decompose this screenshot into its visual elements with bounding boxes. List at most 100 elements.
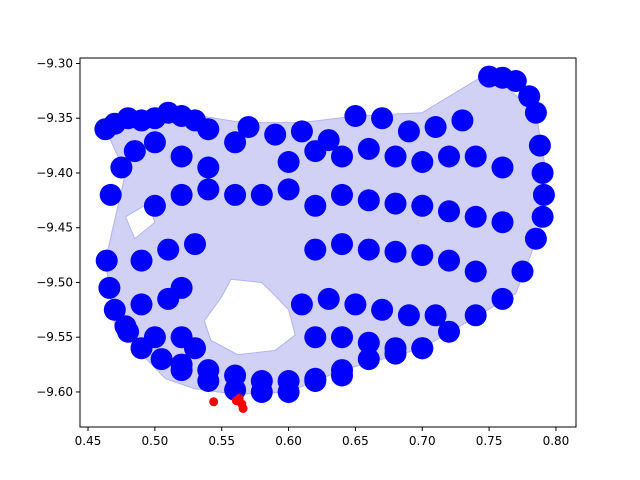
inlier-point — [531, 162, 554, 184]
inlier-point — [357, 348, 380, 371]
inlier-point — [491, 156, 514, 179]
inlier-point — [438, 145, 460, 168]
inlier-point — [331, 364, 353, 387]
inlier-point — [524, 101, 547, 124]
inlier-point — [157, 238, 180, 261]
inlier-point — [290, 120, 313, 143]
inlier-point — [98, 276, 121, 299]
y-tick-label: −9.30 — [36, 56, 73, 70]
inlier-point — [103, 298, 126, 321]
inlier-point — [491, 211, 514, 234]
inlier-point — [184, 337, 206, 360]
inlier-point — [451, 109, 474, 132]
inlier-point — [95, 249, 118, 272]
y-tick-label: −9.50 — [36, 275, 73, 289]
inlier-point — [304, 367, 327, 390]
inlier-point — [250, 370, 273, 392]
inlier-point — [504, 70, 527, 92]
x-tick-label: 0.45 — [75, 434, 102, 448]
inlier-point — [357, 238, 380, 261]
inlier-point — [438, 249, 460, 272]
x-tick-label: 0.60 — [275, 434, 302, 448]
inlier-point — [532, 183, 555, 206]
inlier-point — [411, 244, 434, 267]
inlier-point — [424, 116, 447, 138]
inlier-point — [143, 131, 166, 154]
inlier-point — [197, 359, 220, 382]
inlier-point — [197, 178, 220, 201]
inlier-point — [290, 293, 313, 316]
inlier-point — [110, 156, 133, 179]
inlier-point — [384, 240, 407, 263]
x-tick-label: 0.50 — [142, 434, 169, 448]
x-tick-label: 0.75 — [476, 434, 503, 448]
inlier-point — [277, 178, 300, 201]
y-tick-label: −9.45 — [36, 221, 73, 235]
inlier-point — [357, 189, 380, 212]
inlier-point — [130, 293, 153, 316]
x-axis: 0.45 0.50 0.55 0.60 0.65 0.70 0.75 0.80 — [75, 427, 569, 448]
y-tick-label: −9.60 — [36, 385, 73, 399]
axes-frame — [79, 57, 577, 428]
inlier-point — [511, 260, 534, 283]
x-tick-label: 0.55 — [208, 434, 235, 448]
inlier-point — [524, 227, 547, 250]
inlier-point — [184, 233, 206, 256]
plot-area — [94, 65, 555, 413]
inlier-point — [250, 183, 273, 206]
inlier-point — [424, 304, 447, 327]
inlier-point — [344, 105, 367, 127]
inlier-point — [411, 194, 434, 217]
inlier-point — [528, 134, 551, 157]
inlier-point — [397, 120, 420, 143]
inlier-point — [170, 276, 193, 299]
inlier-point — [438, 200, 460, 223]
inlier-point — [331, 326, 353, 349]
y-axis: −9.30 −9.35 −9.40 −9.45 −9.50 −9.55 −9.60 — [36, 56, 80, 399]
inlier-point — [331, 183, 353, 206]
inlier-point — [117, 320, 140, 343]
inlier-point — [344, 293, 367, 316]
inlier-point — [331, 145, 353, 168]
inlier-point — [224, 131, 247, 154]
inlier-point — [277, 151, 300, 173]
inlier-point — [170, 145, 193, 168]
inlier-point — [197, 118, 220, 141]
inlier-point — [237, 116, 260, 138]
inlier-point — [130, 249, 153, 272]
inlier-point — [224, 183, 247, 206]
inlier-point — [411, 151, 434, 173]
x-tick-label: 0.65 — [342, 434, 369, 448]
inlier-point — [304, 238, 327, 261]
inlier-point — [224, 364, 247, 387]
inlier-point — [170, 183, 193, 206]
inlier-point — [143, 326, 166, 349]
outlier-point — [238, 403, 248, 413]
inlier-point — [357, 137, 380, 160]
inlier-point — [197, 156, 220, 179]
inlier-point — [123, 140, 146, 163]
inlier-point — [464, 260, 487, 283]
inlier-point — [464, 145, 487, 168]
inlier-point — [384, 192, 407, 215]
inlier-point — [150, 348, 173, 371]
inlier-point — [371, 107, 394, 130]
y-tick-label: −9.40 — [36, 166, 73, 180]
inlier-point — [397, 304, 420, 327]
inlier-point — [464, 304, 487, 327]
inlier-point — [264, 123, 287, 146]
inlier-point — [170, 353, 193, 376]
inlier-point — [143, 194, 166, 217]
inlier-point — [277, 370, 300, 392]
outlier-point — [209, 397, 219, 407]
inlier-point — [304, 326, 327, 349]
inlier-point — [331, 233, 353, 256]
inlier-point — [438, 320, 460, 343]
inlier-point — [357, 331, 380, 354]
inlier-point — [384, 145, 407, 168]
inlier-point — [464, 205, 487, 228]
inlier-point — [531, 205, 554, 228]
inlier-point — [99, 183, 122, 206]
inlier-point — [411, 337, 434, 360]
